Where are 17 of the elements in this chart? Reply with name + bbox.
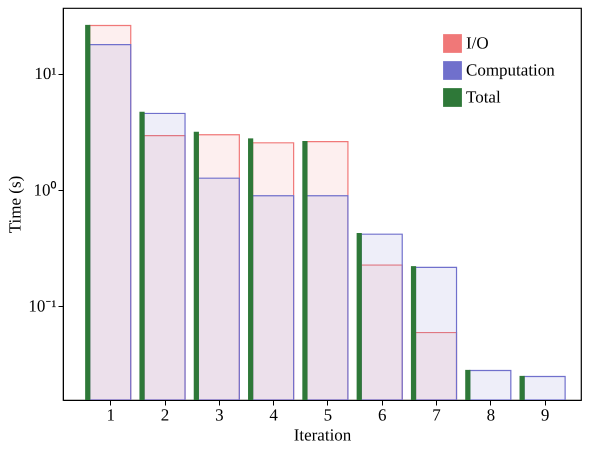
y-axis-title: Time (s) <box>5 176 24 234</box>
x-tick-label: 5 <box>324 406 332 424</box>
y-tick-label: 10¹ <box>34 64 56 84</box>
x-tick-label: 2 <box>160 406 170 424</box>
legend-label: Computation <box>466 60 556 80</box>
x-tick-label: 8 <box>486 406 496 424</box>
y-tick-label: 10⁻¹ <box>28 296 56 316</box>
x-tick-label: 9 <box>540 406 550 424</box>
x-tick-label: 4 <box>269 406 278 424</box>
x-axis-title: Iteration <box>294 426 352 444</box>
x-tick-label: 7 <box>432 406 442 424</box>
x-tick-label: 6 <box>378 406 386 424</box>
legend-label: Total <box>466 88 501 106</box>
x-tick-label: 3 <box>215 406 224 424</box>
y-tick-label: 10⁰ <box>34 180 56 200</box>
legend-label: I/O <box>466 34 489 52</box>
x-tick-label: 1 <box>106 406 115 424</box>
